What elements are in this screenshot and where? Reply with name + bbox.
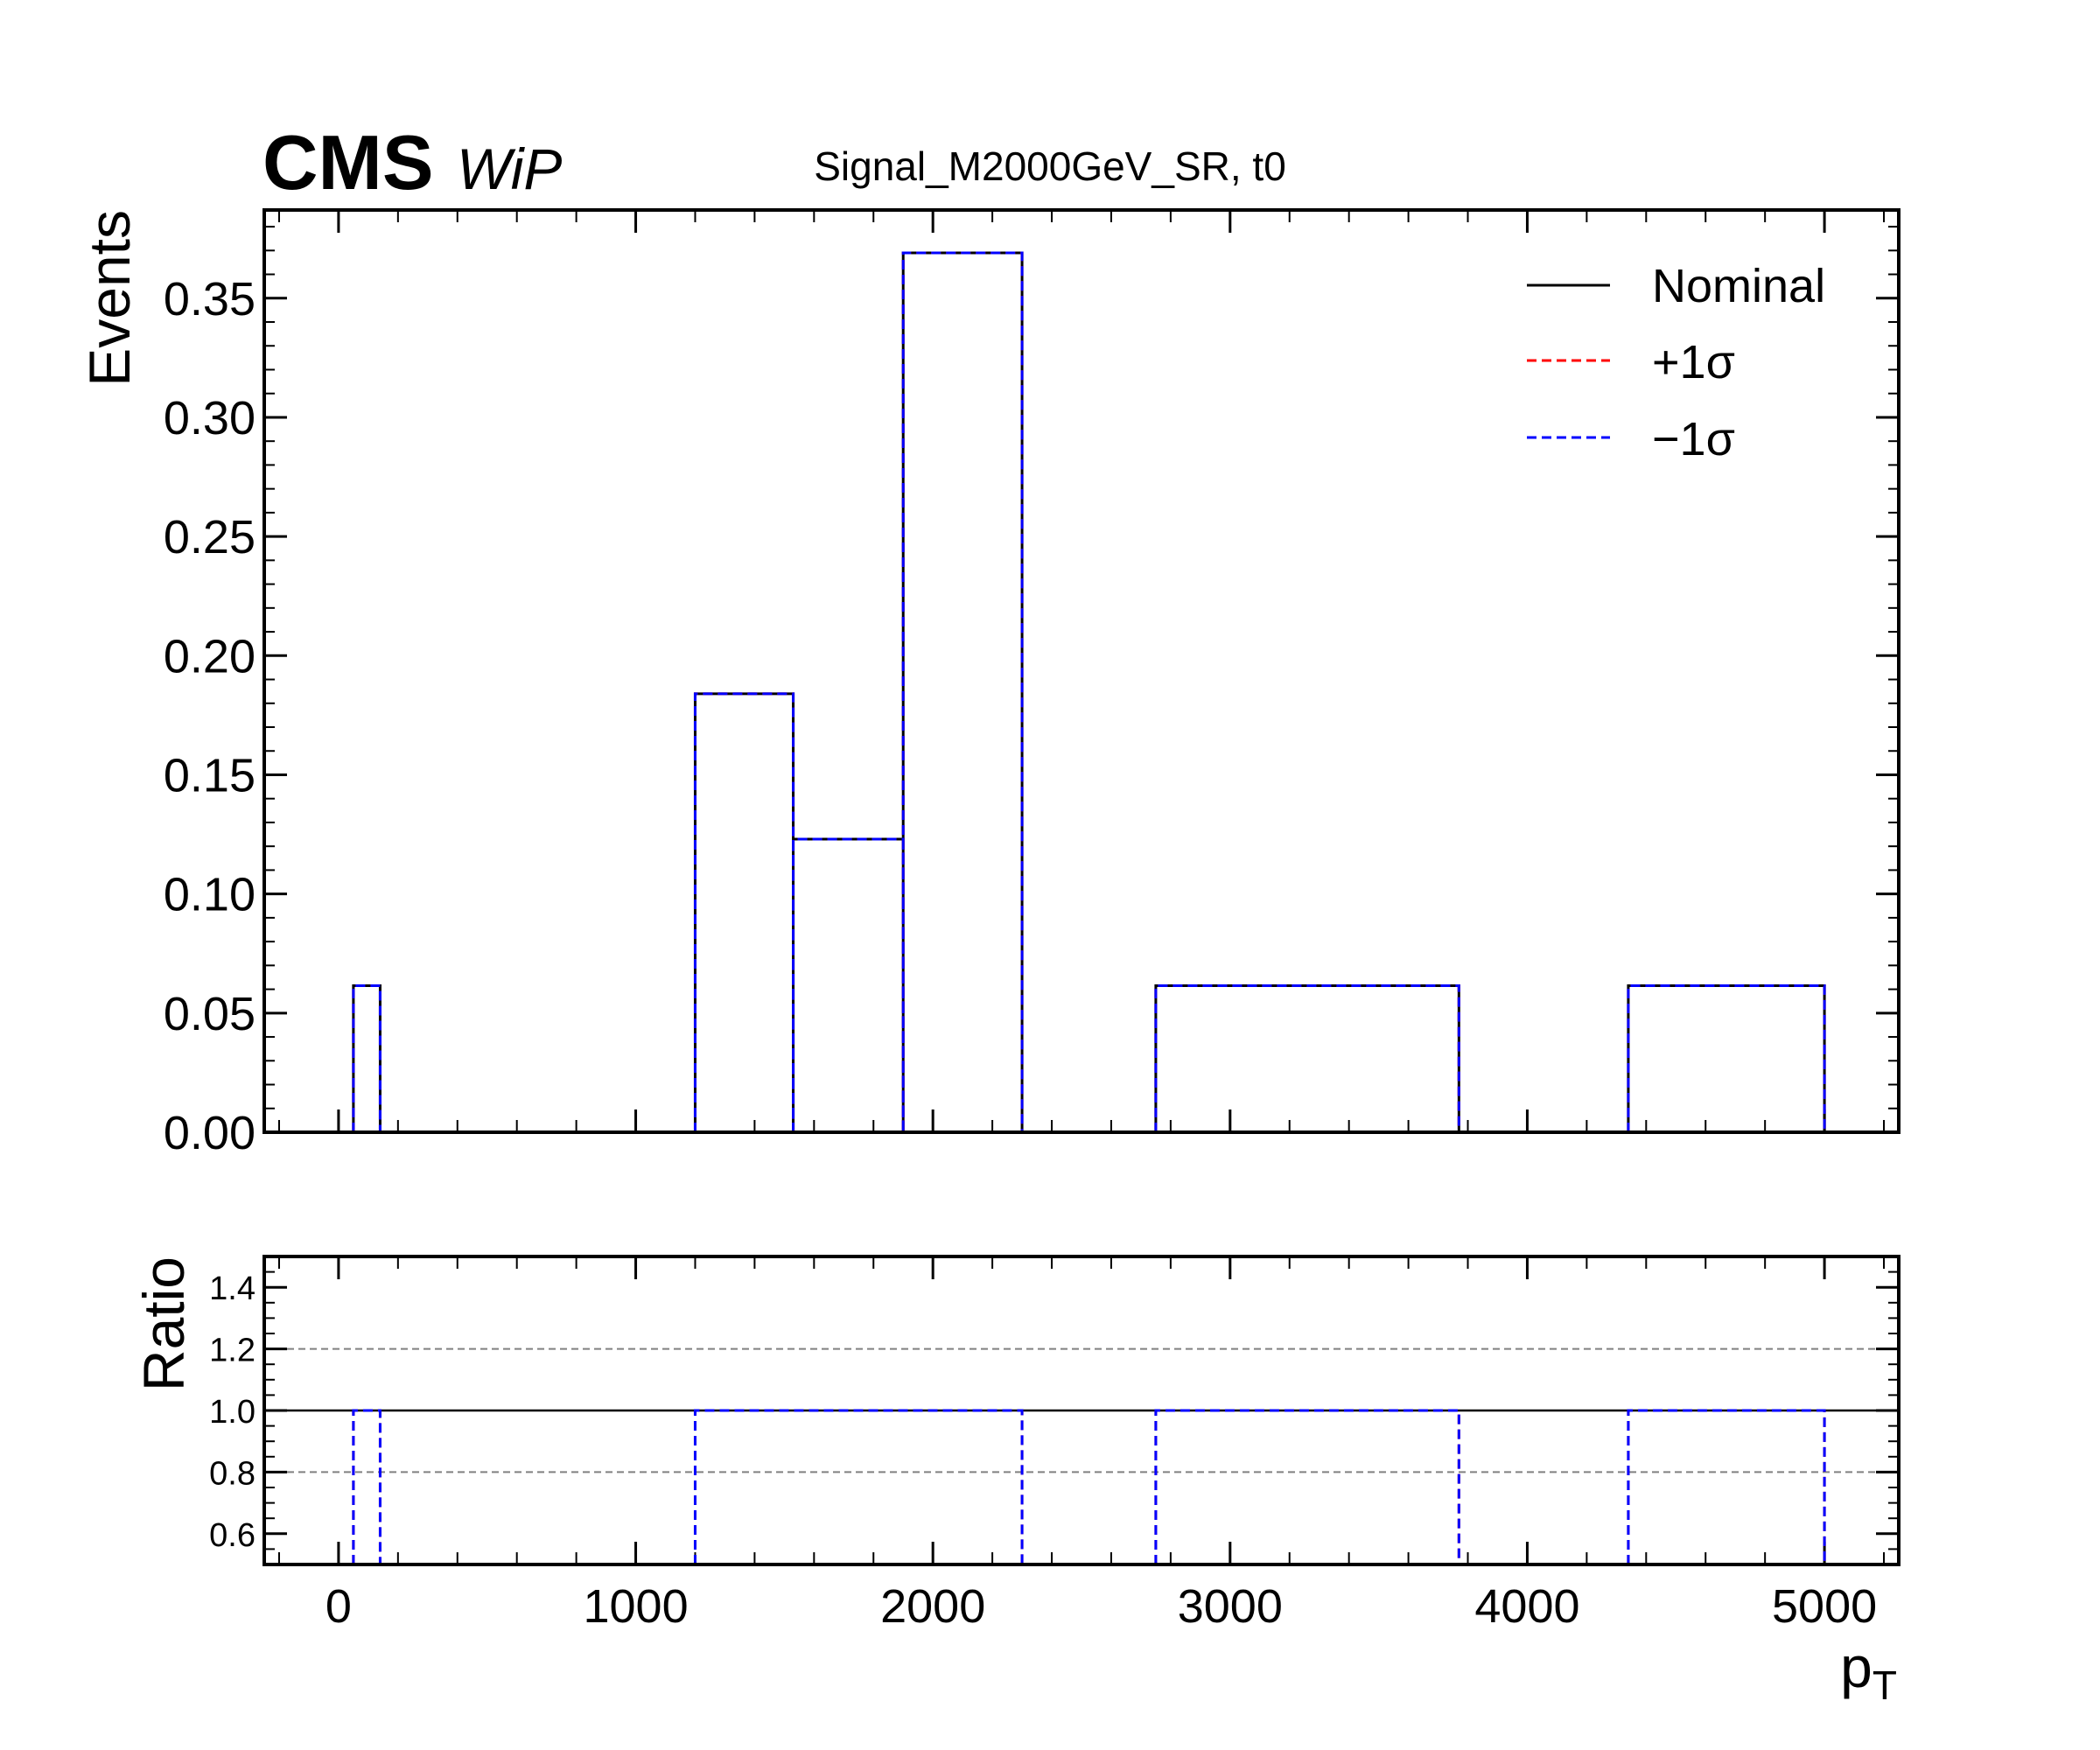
x-tick-label: 0 [326, 1580, 352, 1633]
legend-label-nominal: Nominal [1652, 260, 1825, 312]
x-tick-label: 5000 [1772, 1580, 1877, 1633]
series-line-minus-sigma [352, 251, 1826, 1132]
legend-label-plus: +1σ [1652, 336, 1735, 388]
ratio-ytick-label: 0.6 [209, 1517, 256, 1554]
plot-title: Signal_M2000GeV_SR, t0 [814, 144, 1286, 189]
main-ytick-label: 0.30 [164, 392, 256, 444]
main-ytick-label: 0.10 [164, 869, 256, 921]
ratio-ytick-label: 1.4 [209, 1270, 256, 1307]
x-tick-label: 4000 [1474, 1580, 1579, 1633]
main-ytick-label: 0.35 [164, 273, 256, 326]
ratio-ytick-labels: 0.6 0.8 1.0 1.2 1.4 [209, 1270, 256, 1554]
ratio-reference-lines [264, 1348, 1899, 1474]
x-tick-label: 3000 [1178, 1580, 1283, 1633]
main-series [352, 251, 1826, 1132]
ratio-ytick-label: 0.8 [209, 1455, 256, 1492]
x-axis-label: pT [1840, 1634, 1897, 1708]
ratio-line-minus-sigma [352, 1409, 1826, 1564]
status-label: WiP [457, 136, 562, 201]
ratio-series [352, 1409, 1826, 1564]
ratio-y-axis-label: Ratio [131, 1256, 196, 1391]
main-ytick-label: 0.05 [164, 988, 256, 1040]
ratio-xtick-labels: 0 1000 2000 3000 4000 5000 [326, 1580, 1877, 1633]
main-ytick-label: 0.00 [164, 1107, 256, 1159]
main-ytick-labels: 0.00 0.05 0.10 0.15 0.20 0.25 0.30 0.35 [164, 273, 256, 1159]
main-frame [262, 208, 1900, 1134]
x-tick-label: 2000 [880, 1580, 985, 1633]
legend-label-minus: −1σ [1652, 413, 1735, 466]
legend: Nominal +1σ −1σ [1527, 260, 1825, 466]
main-y-axis-label: Events [77, 210, 142, 387]
experiment-label: CMS [262, 119, 434, 206]
ratio-ytick-label: 1.2 [209, 1333, 256, 1369]
main-ytick-label: 0.20 [164, 630, 256, 682]
main-ytick-label: 0.15 [164, 749, 256, 802]
ratio-ytick-label: 1.0 [209, 1394, 256, 1431]
ratio-panel: 0.6 0.8 1.0 1.2 1.4 0 1000 2000 3000 4000 5000 Ra… [131, 1255, 1900, 1708]
series-line-nominal [352, 251, 1826, 1132]
ratio-frame [262, 1255, 1900, 1566]
main-ytick-label: 0.25 [164, 511, 256, 564]
x-tick-label: 1000 [583, 1580, 688, 1633]
ratio-line-plus-sigma [352, 1409, 1826, 1564]
series-line-plus-sigma [352, 251, 1826, 1132]
main-panel: 0.00 0.05 0.10 0.15 0.20 0.25 0.30 0.35 Events [77, 208, 1900, 1159]
